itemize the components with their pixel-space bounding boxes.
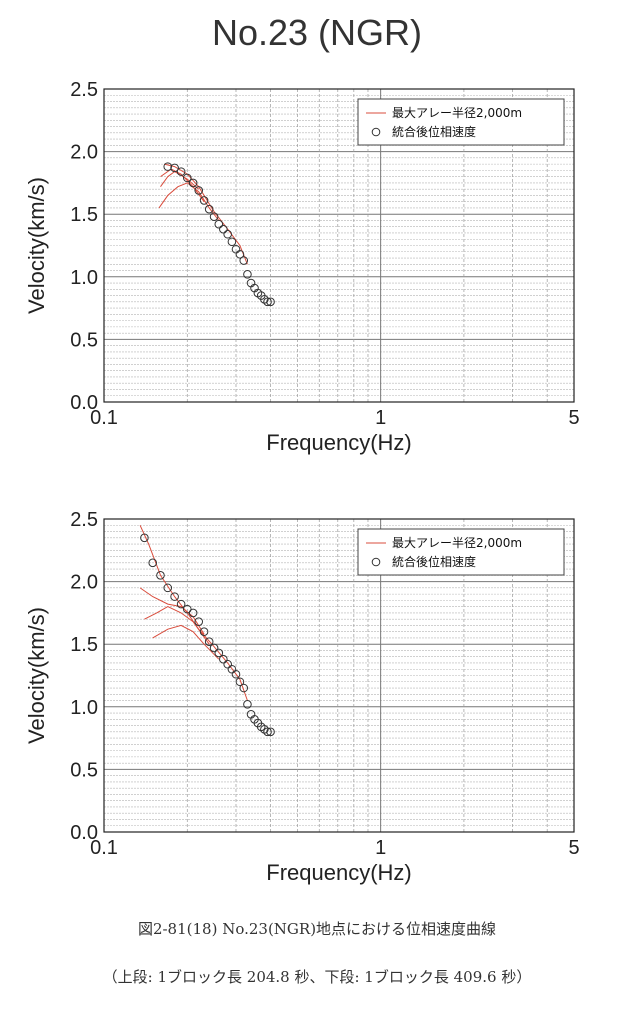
- y-tick-label: 0.5: [70, 329, 98, 351]
- y-tick-label: 1.5: [70, 204, 98, 226]
- data-point: [176, 599, 186, 609]
- legend-label: 統合後位相速度: [392, 124, 476, 139]
- data-point: [231, 669, 241, 679]
- data-point: [204, 637, 214, 646]
- data-point: [194, 186, 204, 195]
- data-point: [243, 269, 252, 279]
- data-point: [156, 571, 165, 580]
- data-point: [223, 229, 233, 239]
- x-tick-label: 1: [375, 837, 386, 859]
- y-tick-label: 1.0: [70, 697, 98, 719]
- plot-area: 0.0 0.5 1.0 1.5 2.0 2.5 0.1 1 5 Frequency(Hz) Velo…: [24, 79, 580, 455]
- y-tick-label: 1.0: [70, 267, 98, 289]
- legend: 最大アレー半径2,000m 統合後位相速度: [357, 528, 565, 576]
- y-tick-label: 2.5: [70, 509, 98, 531]
- data-point: [182, 173, 192, 183]
- data-point: [266, 727, 275, 737]
- data-point: [260, 295, 269, 304]
- series-line: [139, 587, 205, 635]
- data-point: [204, 204, 214, 214]
- x-tick-label: 5: [568, 837, 579, 859]
- y-tick-label: 0.5: [70, 759, 98, 781]
- data-point: [263, 727, 272, 737]
- x-axis-label: Frequency(Hz): [266, 430, 411, 455]
- data-point: [266, 297, 275, 307]
- data-point: [227, 237, 237, 247]
- x-tick-label: 1: [375, 407, 386, 429]
- plot-frame: [103, 518, 575, 833]
- phase-velocity-chart-lower: 0.0 0.5 1.0 1.5 2.0 2.5 0.1 1 5 Frequency(Hz) Velo…: [24, 509, 580, 885]
- data-point: [163, 162, 173, 171]
- series-line: [144, 606, 210, 645]
- data-point: [219, 654, 228, 664]
- legend-marker-swatch: [371, 557, 381, 567]
- data-point: [170, 592, 179, 601]
- legend-box: [357, 528, 565, 576]
- legend-box: [357, 98, 565, 146]
- data-point: [239, 683, 249, 693]
- x-tick-label: 5: [568, 407, 579, 429]
- data-point: [260, 725, 269, 734]
- phase-velocity-chart-upper: 0.0 0.5 1.0 1.5 2.0 2.5 0.1 1 5 Frequency(Hz) Velo…: [24, 79, 580, 455]
- figure-subcaption: （上段: 1ブロック長 204.8 秒、下段: 1ブロック長 409.6 秒）: [102, 968, 532, 986]
- y-tick-label: 1.5: [70, 634, 98, 656]
- y-tick-label: 0.0: [70, 822, 98, 844]
- y-axis-label: Velocity(km/s): [24, 607, 49, 744]
- x-tick-label: 0.1: [90, 407, 118, 429]
- data-point: [209, 212, 219, 222]
- data-point: [188, 178, 198, 188]
- data-point: [194, 617, 204, 626]
- figure-caption: 図2-81(18) No.23(NGR)地点における位相速度曲線: [137, 920, 497, 938]
- y-tick-label: 2.5: [70, 79, 98, 101]
- data-point: [214, 648, 224, 658]
- data-point: [163, 583, 173, 593]
- data-point: [263, 297, 272, 307]
- data-point: [199, 196, 209, 205]
- y-tick-label: 2.0: [70, 572, 98, 594]
- data-point: [235, 249, 245, 259]
- data-point: [223, 659, 233, 669]
- data-point: [170, 163, 179, 173]
- data-point: [176, 167, 186, 176]
- data-point: [243, 699, 252, 709]
- series-line: [164, 163, 248, 265]
- legend-label: 統合後位相速度: [392, 554, 476, 569]
- data-point: [148, 558, 158, 568]
- y-tick-label: 2.0: [70, 142, 98, 164]
- series-line: [152, 624, 220, 660]
- x-axis-label: Frequency(Hz): [266, 860, 411, 885]
- series-line: [158, 182, 220, 221]
- plot-frame: [103, 88, 575, 403]
- legend-marker-swatch: [371, 127, 381, 137]
- plot-area: 0.0 0.5 1.0 1.5 2.0 2.5 0.1 1 5 Frequency(Hz) Velo…: [24, 509, 580, 885]
- series-line: [160, 168, 205, 202]
- data-point: [140, 533, 149, 543]
- y-tick-label: 0.0: [70, 392, 98, 414]
- legend: 最大アレー半径2,000m 統合後位相速度: [357, 98, 565, 146]
- legend-label: 最大アレー半径2,000m: [392, 106, 522, 120]
- data-point: [219, 224, 228, 234]
- legend-label: 最大アレー半径2,000m: [392, 536, 522, 550]
- data-point: [199, 627, 209, 636]
- x-tick-label: 0.1: [90, 837, 118, 859]
- data-point: [209, 643, 219, 653]
- data-point: [188, 608, 198, 618]
- data-point: [214, 219, 224, 229]
- data-point: [235, 677, 245, 687]
- page-title: No.23 (NGR): [211, 12, 423, 53]
- y-axis-label: Velocity(km/s): [24, 177, 49, 314]
- data-point: [239, 256, 249, 265]
